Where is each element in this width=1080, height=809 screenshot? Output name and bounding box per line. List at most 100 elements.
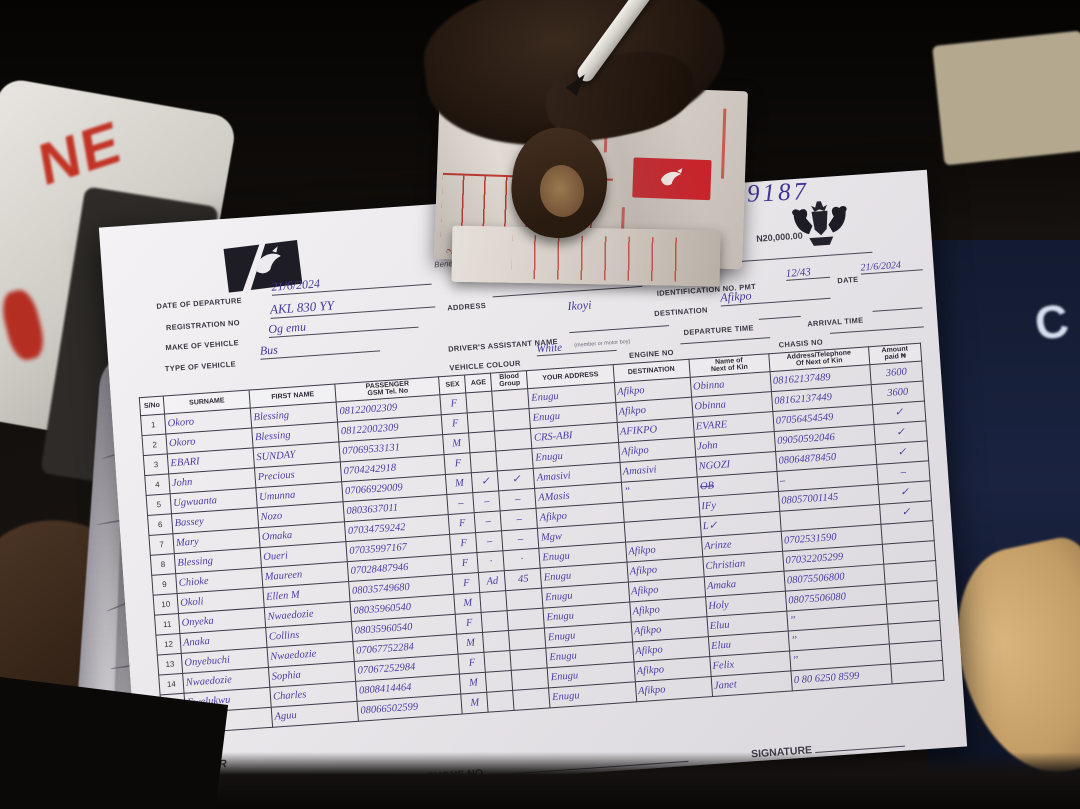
manifest-cell: 2 [141,433,168,456]
manifest-cell: ✓ [471,470,500,493]
departure-time-line [758,315,801,320]
type-of-vehicle-label: TYPE OF VEHICLE [164,359,237,374]
manifest-cell [481,610,509,633]
manifest-cell: – [474,510,502,533]
manifest-cell: 5 [146,493,172,516]
type-of-vehicle-value: Bus [259,335,381,360]
coat-of-arms-icon [792,201,847,246]
dashboard-beige-area [932,30,1080,166]
manifest-cell: – [473,490,501,513]
manifest-cell: ✓ [497,468,536,491]
manifest-cell: 13 [157,653,183,675]
manifest-cell: 6 [147,513,173,536]
signature-line [814,734,905,753]
manifest-cell: – [499,488,537,511]
drivers-assistant-line [569,325,670,334]
receipt-red-text-bar [720,108,727,179]
manifest-cell: 12 [155,633,182,655]
receipt-red-logo [632,157,712,201]
manifest-cell [513,687,551,711]
manifest-cell [510,647,548,671]
date-value: 21/6/2024 [860,258,923,275]
date-label: DATE [837,274,859,286]
dove-logo-icon [223,239,303,293]
receipt-folded-flap [451,225,721,287]
manifest-cell [485,670,514,692]
engine-no-line [680,337,771,345]
manifest-header-cell: AGE [464,373,493,393]
manifest-cell: 11 [154,613,180,635]
chasis-no-label: CHASIS NO [778,337,824,350]
manifest-cell: Afikpo [634,676,713,702]
passenger-manifest-table: S/No SURNAME FIRST NAME PASSENGER GSM Tel. … [139,343,945,736]
manifest-cell [507,607,545,631]
manifest-header-cell: SEX [438,374,467,395]
manifest-cell: Ad [478,570,507,593]
manifest-cell: 8 [150,553,176,575]
manifest-cell [467,410,495,433]
manifest-cell [470,450,498,473]
manifest-cell: 14 [158,673,185,695]
address-label: ADDRESS [446,300,487,313]
address-line [492,285,643,298]
manifest-cell: F [441,412,469,435]
manifest-cell: F [440,392,468,415]
manifest-cell [493,408,531,431]
manifest-cell [468,430,497,453]
manifest-cell [480,590,508,613]
engine-no-label: ENGINE NO [628,347,675,360]
manifest-cell [511,667,549,691]
manifest-cell [487,690,515,712]
destination-label: DESTINATION [653,305,708,319]
manifest-cell: 45 [504,567,543,591]
manifest-cell: M [461,691,489,714]
arrival-time-line [872,307,923,312]
receipt-flap-grid [511,234,683,282]
manifest-cell [890,660,944,684]
manifest-header-cell: S/No [139,396,165,416]
make-of-vehicle-label: MAKE OF VEHICLE [165,338,240,353]
date-of-departure-label: DATE OF DEPARTURE [156,295,243,311]
chasis-no-line [829,326,924,334]
manifest-cell [508,627,547,651]
manifest-cell [506,587,544,611]
manifest-cell: F [458,651,486,674]
manifest-cell: – [447,492,475,515]
manifest-cell: M [445,472,474,495]
manifest-cell: M [454,592,482,614]
manifest-cell: 3 [143,453,169,476]
receipt-dove-icon [660,168,683,186]
manifest-cell: – [500,507,538,531]
manifest-cell: F [451,552,479,574]
manifest-cell: F [448,512,476,535]
manifest-cell: 7 [148,533,175,556]
manifest-cell: 1 [140,413,166,436]
manifest-cell: 10 [153,593,179,615]
address-value: Ikoyi [566,297,592,314]
manifest-cell [496,448,534,471]
manifest-cell [466,390,494,413]
passenger-manifest-sheet: 1040369187 N20,000.00 P Benefits: Incase… [98,169,968,806]
departure-time-label: DEPARTURE TIME [683,323,755,338]
manifest-cell: F [455,612,483,634]
manifest-cell [494,428,533,451]
manifest-cell: Janet [710,670,793,697]
manifest-cell: – [501,527,540,551]
manifest-cell: · [503,547,541,571]
bus-ticket-receipt: 24351 [433,80,749,270]
manifest-cell [484,650,512,672]
manifest-cell: F [452,572,481,594]
manifest-cell: M [459,671,488,694]
manifest-cell: M [442,432,471,455]
manifest-cell: – [475,530,504,553]
registration-no-label: REGISTRATION NO [165,318,241,333]
manifest-cell [482,630,511,652]
arrival-time-label: ARRIVAL TIME [806,315,864,329]
manifest-cell: 9 [151,573,178,595]
manifest-cell: M [456,632,485,654]
identification-no-value: 12/43 [785,264,831,281]
manifest-cell: · [477,550,505,573]
manifest-cell: 4 [144,473,171,496]
manifest-cell [492,388,530,411]
